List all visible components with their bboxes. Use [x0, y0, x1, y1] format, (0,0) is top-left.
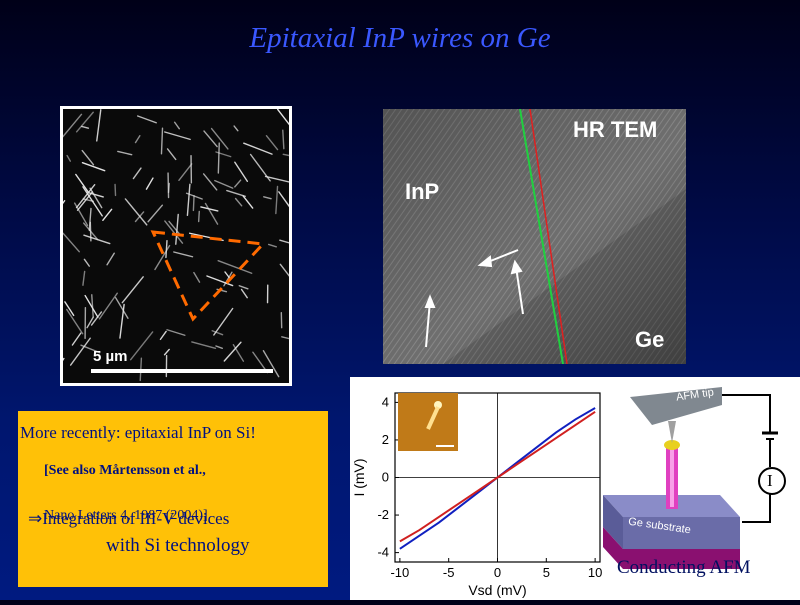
sem-scale-bar-label: 5 µm — [93, 348, 128, 365]
note-line-1: More recently: epitaxial InP on Si! — [20, 423, 256, 443]
note-reference-line: [See also Mårtensson et al., — [44, 463, 206, 479]
tem-ge-label: Ge — [635, 327, 664, 353]
x-tick-label: 10 — [588, 565, 602, 580]
x-tick-label: 0 — [494, 565, 501, 580]
x-tick-label: -10 — [390, 565, 409, 580]
y-tick-label: -2 — [377, 507, 389, 522]
note-integration-line: ⇒Integration of III-V devices — [28, 509, 229, 529]
tem-inp-label: InP — [405, 179, 439, 205]
y-tick-label: 0 — [382, 470, 389, 485]
note-technology-line: with Si technology — [106, 535, 250, 557]
sem-image — [63, 109, 289, 383]
sem-wire — [199, 211, 200, 221]
afm-schematic — [603, 387, 785, 569]
x-tick-label: -5 — [443, 565, 455, 580]
sem-wire — [169, 183, 170, 192]
y-tick-label: -4 — [377, 545, 389, 560]
iv-panel: -10 -5 0 5 10 4 2 0 -2 -4 Vsd (mV) I (mV) — [350, 377, 800, 600]
meter-label: I — [767, 471, 773, 491]
sem-wire — [218, 143, 219, 173]
x-tick-label: 5 — [543, 565, 550, 580]
tem-image — [383, 109, 686, 364]
sem-wire — [193, 196, 194, 211]
y-axis-label: I (mV) — [351, 458, 367, 496]
tem-image-panel: HR TEM InP Ge — [383, 109, 686, 364]
note-box: More recently: epitaxial InP on Si! [See… — [18, 411, 328, 587]
x-axis-label: Vsd (mV) — [468, 582, 526, 598]
slide-title: Epitaxial InP wires on Ge — [0, 22, 800, 55]
tem-hr-label: HR TEM — [573, 117, 657, 143]
sem-image-panel: 5 µm — [60, 106, 292, 386]
y-tick-label: 4 — [382, 394, 389, 409]
afm-inset-image — [398, 393, 458, 451]
y-tick-label: 2 — [382, 432, 389, 447]
iv-caption: Conducting AFM — [617, 557, 751, 579]
